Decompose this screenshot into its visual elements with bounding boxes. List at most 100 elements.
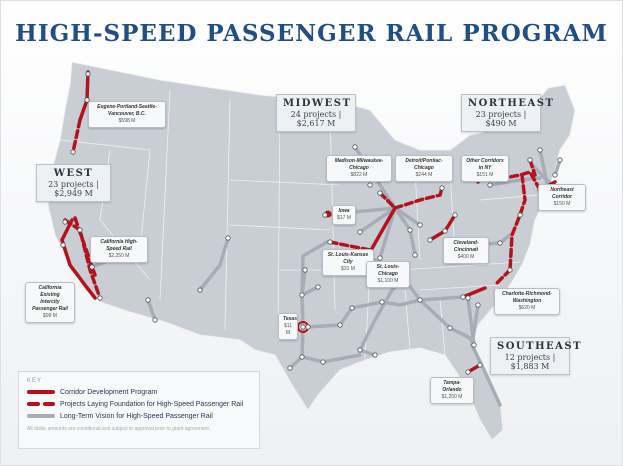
corridor-name: Madison-Milwaukee-Chicago [334,158,384,171]
corridor-amount: $620 M [518,305,536,311]
key-item-vision: Long-Term Vision for High-Speed Passenge… [27,412,251,420]
corridor-amount: $31 M [341,266,355,272]
key-note: All dollar amounts are conditional and s… [27,426,211,432]
station-node [372,352,378,358]
corridor-amount: $244 M [415,172,433,178]
gray-swatch [27,414,55,418]
corridor-label: Other Corridors in NY $151 M [461,155,509,182]
station-node [62,219,68,225]
station-node [287,365,293,371]
corridor-label: Detroit/Pontiac-Chicago $244 M [395,155,453,182]
key-item-foundation: Projects Laying Foundation for High-Spee… [27,400,251,408]
corridor-amount: $11 M [284,323,292,336]
solid-red-swatch [27,390,55,394]
station-node [517,212,523,218]
station-node [315,284,321,290]
station-node [349,305,355,311]
region-stats: 23 projects | $490 M [475,110,527,128]
dashed-red-swatch [27,402,55,406]
corridor-label: Tampa-Orlando $1,250 M [430,377,474,404]
station-node [465,295,471,301]
corridor-name: St. Louis-Chicago [376,264,400,277]
station-node [417,222,423,228]
station-node [145,297,151,303]
corridor-name: Detroit/Pontiac-Chicago [405,158,443,171]
station-node [225,235,231,241]
corridor-label: California Existing Intercity Passenger … [25,282,75,323]
station-node [320,359,326,365]
key-title: KEY [27,378,43,384]
station-node [70,149,76,155]
corridor-label: Charlotte-Richmond-Washington $620 M [494,288,560,315]
station-node [487,182,493,188]
station-node [60,242,66,248]
station-node [85,71,91,77]
station-node [475,302,481,308]
station-node [497,240,503,246]
region-name: WEST [53,168,94,179]
station-node [379,299,385,305]
station-node [377,190,383,196]
station-node [447,325,453,331]
corridor-label: Madison-Milwaukee-Chicago $822 M [326,155,392,182]
corridor-label: Eugene-Portland-Seattle-Vancouver, B.C. $… [88,101,166,128]
corridor-name: Eugene-Portland-Seattle-Vancouver, B.C. [97,104,157,117]
station-node [302,267,308,273]
station-node [337,322,343,328]
station-node [152,317,158,323]
corridor-name: Cleveland-Cincinnati [453,240,479,253]
region-name: MIDWEST [283,98,352,109]
station-node [442,228,448,234]
station-node [552,172,558,178]
station-node [439,185,445,191]
corridor-label: Texas $11 M [278,313,298,340]
corridor-label: Northeast Corridor $150 M [538,184,586,211]
corridor-amount: $17 M [337,215,351,221]
corridor-amount: $150 M [553,201,571,207]
station-node [357,229,363,235]
corridor-label: Cleveland-Cincinnati $400 M [443,237,489,264]
station-node [299,292,305,298]
station-node [557,157,563,163]
station-node [465,369,471,375]
corridor-amount: $1,250 M [441,394,463,400]
station-node [77,227,83,233]
corridor-name: Texas [283,316,297,322]
station-node [407,227,413,233]
corridor-amount: $822 M [350,172,368,178]
station-node [537,147,543,153]
station-node [417,297,423,303]
corridor-label: St. Louis-Chicago $1,100 M [366,261,410,288]
corridor-name: Tampa-Orlando [442,380,462,393]
page-title: HIGH-SPEED PASSENGER RAIL PROGRAM [15,20,608,47]
corridor-amount: $1,100 M [377,278,399,284]
corridor-name: Charlotte-Richmond-Washington [502,291,552,304]
station-node [97,295,103,301]
station-node [412,252,418,258]
station-node [427,237,433,243]
region-box-southeast: SOUTHEAST 12 projects | $1,883 M [490,337,583,375]
corridor-amount: $151 M [476,172,494,178]
region-box-northeast: NORTHEAST 23 projects | $490 M [461,94,553,132]
corridor-name: California High-Speed Rail [100,239,138,252]
corridor-amount: $2,250 M [108,253,130,259]
key-item-corridor: Corridor Development Program [27,388,251,396]
station-node [327,239,333,245]
region-stats: 24 projects | $2,617 M [290,110,342,128]
station-node [471,342,477,348]
corridor-amount: $598 M [118,118,136,124]
map-key: KEY Corridor Development Program Project… [18,371,260,449]
corridor-name: Northeast Corridor [550,187,574,200]
station-node [527,157,533,163]
region-name: SOUTHEAST [497,341,583,352]
corridor-label: Iowa $17 M [332,205,356,225]
station-node [460,294,466,300]
corridor-name: California Existing Intercity Passenger … [32,285,68,312]
station-node [322,212,328,218]
region-box-west: WEST 23 projects | $2,949 M [36,164,111,202]
station-node [352,144,358,150]
corridor-label: St. Louis-Kansas City $31 M [322,249,374,276]
station-node [377,255,383,261]
station-node [357,347,363,353]
station-node [477,362,483,368]
